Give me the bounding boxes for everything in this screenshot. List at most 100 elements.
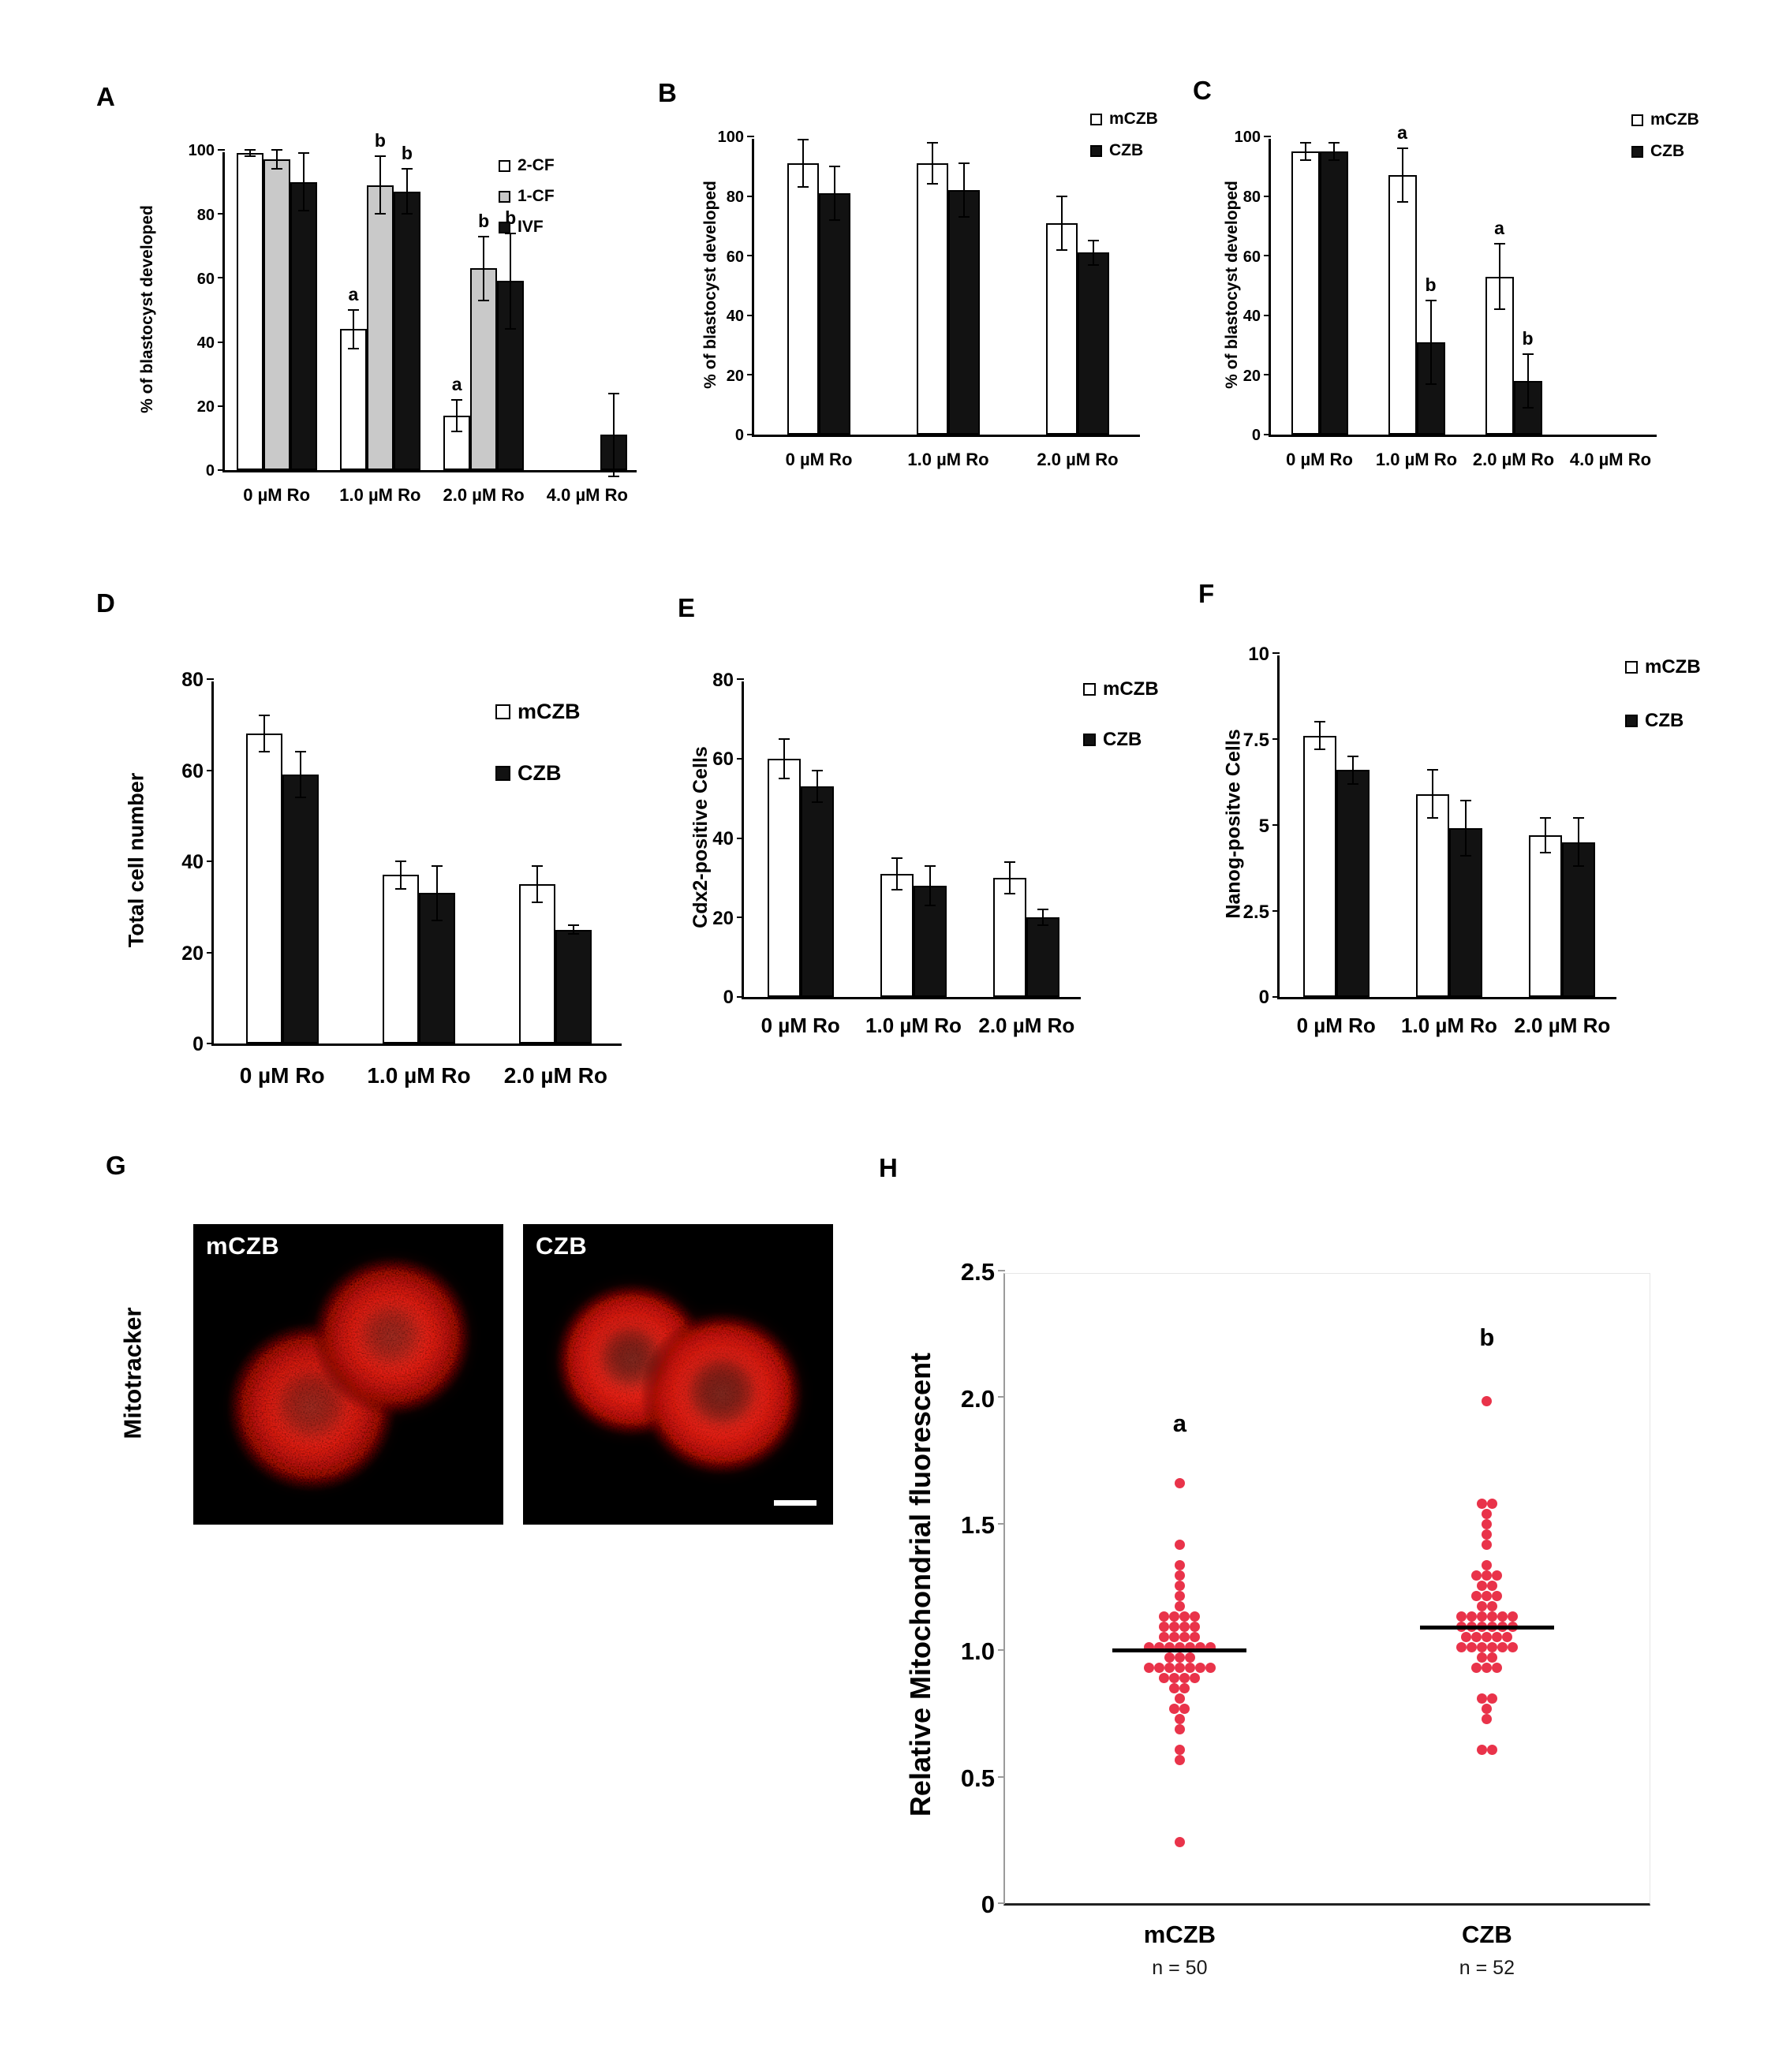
x-category-label: 1.0 µM Ro (339, 485, 421, 505)
bar-E-CZB-cat2 (1026, 917, 1060, 997)
data-dot-CZB (1482, 1570, 1493, 1581)
data-dot-mCZB (1174, 1723, 1185, 1734)
data-dot-mCZB (1174, 1713, 1185, 1724)
error-cap-top (244, 149, 256, 151)
sig-letter: a (1172, 1409, 1187, 1437)
data-dot-CZB (1476, 1641, 1487, 1652)
sig-letter: b (478, 210, 490, 231)
bar-B-mCZB-cat2 (1046, 222, 1078, 435)
y-tick-label: 10 (1248, 643, 1269, 665)
error-cap-top (1460, 800, 1471, 802)
y-tick (207, 678, 214, 680)
data-dot-CZB (1486, 1641, 1497, 1652)
data-dot-mCZB (1174, 1570, 1185, 1581)
error-cap-bottom (395, 887, 406, 890)
bar-F-CZB-cat2 (1562, 842, 1596, 997)
data-dot-mCZB (1179, 1611, 1190, 1622)
error-cap-top (608, 392, 620, 394)
error-cap-top (401, 168, 413, 170)
error-cap-bottom (271, 168, 282, 170)
error-bar (1093, 241, 1094, 265)
micrograph-label-mczb: mCZB (206, 1232, 280, 1260)
y-tick-label: 80 (196, 206, 215, 224)
data-dot-mCZB (1169, 1672, 1180, 1683)
error-cap-top (532, 864, 544, 867)
data-dot-CZB (1492, 1590, 1503, 1601)
chart-plot-A: 0 20 40 60 80 100 0 µM Ro a b b 1.0 µM Ro a b b 2.0 µM… (189, 130, 637, 505)
data-dot-CZB (1471, 1662, 1482, 1673)
y-tick (207, 861, 214, 862)
bar-E-mCZB-cat2 (993, 877, 1027, 997)
data-dot-CZB (1471, 1631, 1482, 1642)
error-cap-bottom (608, 476, 620, 478)
error-cap-top (1573, 817, 1585, 819)
y-tick (737, 837, 744, 839)
y-tick (218, 405, 225, 407)
panel-H: H 0 0.5 1.0 1.5 2.0 2.5 a mCZB n = 50 b CZB n = 52 R… (876, 1150, 1728, 2057)
error-bar (263, 715, 265, 752)
x-category-label: 2.0 µM Ro (978, 1014, 1075, 1037)
error-cap-top (798, 138, 809, 140)
error-bar (302, 153, 305, 211)
panel-A: A 0 20 40 60 80 100 0 µM Ro a b b 1.0 µM Ro a b b 2.0 … (93, 79, 677, 576)
scale-bar (774, 1500, 816, 1506)
data-dot-CZB (1466, 1611, 1477, 1622)
error-cap-top (1540, 817, 1552, 819)
error-cap-bottom (1347, 782, 1358, 785)
error-cap-top (478, 235, 490, 237)
legend-label: mCZB (1650, 110, 1699, 129)
error-cap-bottom (1004, 893, 1016, 895)
x-category-label: 0 µM Ro (760, 1014, 840, 1037)
y-tick-label: 80 (726, 189, 744, 206)
legend-label: CZB (1109, 141, 1144, 159)
bar-D-CZB-cat2 (555, 929, 592, 1043)
data-dot-CZB (1482, 1631, 1493, 1642)
legend-item-mCZB: mCZB (1090, 110, 1158, 129)
y-tick-label: 1.0 (960, 1637, 995, 1666)
data-dot-CZB (1486, 1611, 1497, 1622)
legend-item-2-CF: 2-CF (499, 156, 555, 175)
legend-swatch (499, 221, 510, 233)
sig-letter: a (1494, 218, 1504, 239)
data-dot-CZB (1497, 1641, 1508, 1652)
legend-item-CZB: CZB (1625, 710, 1683, 732)
bar-A-2-CF-cat0 (236, 153, 263, 470)
error-cap-top (432, 864, 443, 867)
data-dot-mCZB (1179, 1621, 1190, 1632)
y-tick (998, 1902, 1005, 1904)
y-tick-label: 2.0 (960, 1384, 995, 1413)
data-dot-mCZB (1174, 1836, 1185, 1847)
error-bar (1429, 300, 1432, 384)
y-tick-label: 100 (717, 129, 744, 147)
group-label-CZB: CZB (1462, 1921, 1512, 1948)
y-tick-label: 0 (192, 1033, 204, 1055)
legend-item-IVF: IVF (499, 218, 544, 237)
chart-plot-D: 0 20 40 60 80 0 µM Ro 1.0 µM Ro 2.0 µM Ro (181, 669, 622, 1088)
panel-C: C 0 20 40 60 80 100 0 µM Ro a b 1.0 µM Ro a b 2.0 µM… (1190, 73, 1742, 530)
data-dot-CZB (1482, 1395, 1493, 1406)
error-cap-bottom (1056, 248, 1067, 251)
data-dot-mCZB (1169, 1703, 1180, 1714)
y-axis-title: Total cell number (124, 772, 148, 948)
y-tick-label: 2.5 (960, 1258, 995, 1286)
data-dot-mCZB (1169, 1631, 1180, 1642)
y-tick (1272, 996, 1280, 998)
error-cap-top (1396, 147, 1408, 150)
y-tick (747, 374, 754, 376)
error-cap-top (258, 715, 270, 717)
error-bar (1042, 909, 1044, 926)
error-cap-top (1425, 299, 1437, 301)
data-dot-mCZB (1174, 1693, 1185, 1704)
x-category-label: 1.0 µM Ro (367, 1063, 471, 1088)
data-dot-mCZB (1159, 1631, 1170, 1642)
y-tick-label: 0 (1251, 427, 1261, 445)
error-cap-top (811, 769, 823, 771)
group-label-mCZB: mCZB (1143, 1921, 1216, 1948)
bar-D-CZB-cat0 (282, 775, 319, 1043)
y-tick-label: 60 (181, 760, 204, 782)
bar-F-mCZB-cat1 (1416, 793, 1449, 997)
x-category-label: 0 µM Ro (785, 450, 853, 469)
data-dot-mCZB (1174, 1477, 1185, 1488)
error-cap-bottom (297, 210, 309, 212)
y-tick-label: 0 (734, 427, 744, 445)
